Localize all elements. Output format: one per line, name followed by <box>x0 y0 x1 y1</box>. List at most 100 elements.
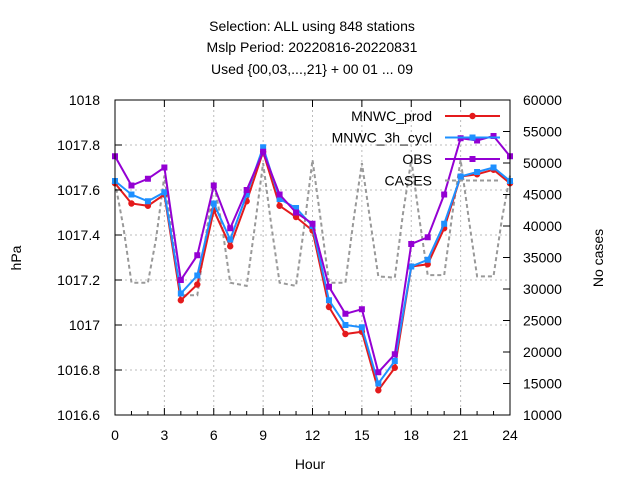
data-point-mnwc-prod <box>391 364 398 371</box>
data-point-obs <box>490 133 497 139</box>
data-point-mnwc-3h-cycl <box>276 196 283 202</box>
x-tick-label: 15 <box>354 427 370 443</box>
y2-tick-label: 50000 <box>523 155 562 171</box>
data-point-obs <box>441 191 448 198</box>
data-point-obs <box>128 182 135 189</box>
data-point-obs <box>309 220 316 227</box>
x-axis-label: Hour <box>295 456 326 472</box>
data-point-mnwc-3h-cycl <box>260 144 267 151</box>
y2-tick-label: 55000 <box>523 124 562 140</box>
x-tick-label: 21 <box>453 427 469 443</box>
legend-marker-mnwc-3h-cycl <box>469 134 476 141</box>
data-point-obs <box>424 234 431 241</box>
y-tick-label: 1017.8 <box>57 137 100 153</box>
x-tick-label: 18 <box>403 427 419 443</box>
x-tick-label: 9 <box>259 427 267 443</box>
axis-ticks: 0 3 6 9 12 15 18 21 24 1016.6 1016.8 1017 1017.2 1017… <box>57 92 562 443</box>
legend-marker-obs <box>469 156 476 162</box>
y2-tick-label: 45000 <box>523 187 562 203</box>
data-point-obs <box>325 283 332 290</box>
data-point-mnwc-prod <box>227 243 234 250</box>
y2-tick-label: 40000 <box>523 218 562 234</box>
data-point-obs <box>358 306 365 313</box>
data-point-mnwc-3h-cycl <box>161 189 168 196</box>
data-point-obs <box>194 252 201 259</box>
data-point-mnwc-prod <box>325 303 333 311</box>
data-point-obs <box>227 225 234 232</box>
data-point-mnwc-3h-cycl <box>177 290 184 297</box>
data-point-mnwc-3h-cycl <box>243 191 250 198</box>
legend: MNWC_prod MNWC_3h_cycl OBS CASES <box>332 108 500 189</box>
legend-label-mnwc-prod: MNWC_prod <box>351 108 432 124</box>
legend-marker-mnwc-prod <box>469 112 476 120</box>
legend-label-obs: OBS <box>402 151 432 167</box>
data-point-obs <box>342 310 349 317</box>
data-point-mnwc-prod <box>375 387 382 394</box>
data-point-obs <box>177 277 184 283</box>
data-point-mnwc-3h-cycl <box>474 169 481 175</box>
data-point-mnwc-3h-cycl <box>293 205 300 211</box>
title-line-1: Selection: ALL using 848 stations <box>209 18 415 34</box>
y-tick-label: 1018 <box>69 92 100 108</box>
data-point-mnwc-prod <box>276 202 283 209</box>
data-point-mnwc-3h-cycl <box>342 322 349 328</box>
data-point-obs <box>144 175 151 182</box>
y-axis-label: hPa <box>8 245 24 270</box>
data-point-obs <box>474 137 481 144</box>
x-tick-label: 0 <box>111 427 119 443</box>
data-point-obs <box>293 209 300 216</box>
y2-axis-label: No cases <box>590 229 606 287</box>
x-tick-label: 24 <box>502 427 518 443</box>
title-line-2: Mslp Period: 20220816-20220831 <box>207 39 418 55</box>
y-tick-label: 1017.6 <box>57 182 100 198</box>
y2-tick-label: 30000 <box>523 281 562 297</box>
data-point-mnwc-prod <box>177 297 185 304</box>
chart-title: Selection: ALL using 848 stations Mslp P… <box>207 18 418 77</box>
y2-tick-label: 35000 <box>523 250 562 266</box>
data-point-mnwc-3h-cycl <box>424 256 431 263</box>
data-point-mnwc-prod <box>128 200 135 207</box>
series-line-cases <box>114 159 511 297</box>
data-point-mnwc-3h-cycl <box>144 198 151 205</box>
y2-tick-label: 20000 <box>523 344 562 360</box>
data-point-obs <box>210 182 217 189</box>
data-point-mnwc-3h-cycl <box>194 272 201 279</box>
title-line-3: Used {00,03,...,21} + 00 01 ... 09 <box>211 61 413 77</box>
y2-tick-label: 15000 <box>523 376 562 392</box>
data-point-obs <box>375 369 382 376</box>
data-point-mnwc-prod <box>342 330 349 338</box>
y-tick-label: 1016.6 <box>57 407 100 423</box>
y2-tick-label: 10000 <box>523 407 562 423</box>
data-point-obs <box>276 191 283 198</box>
legend-label-mnwc-3h-cycl: MNWC_3h_cycl <box>332 130 432 146</box>
data-point-mnwc-3h-cycl <box>441 220 448 227</box>
data-point-mnwc-3h-cycl <box>358 324 365 331</box>
y-tick-label: 1017.4 <box>57 227 100 243</box>
data-point-mnwc-3h-cycl <box>227 236 234 243</box>
y-tick-label: 1017 <box>69 317 100 333</box>
cases-layer <box>114 159 511 297</box>
x-tick-label: 6 <box>210 427 218 443</box>
y-tick-label: 1017.2 <box>57 272 100 288</box>
data-point-mnwc-3h-cycl <box>391 358 398 364</box>
data-point-obs <box>391 351 398 358</box>
y2-tick-label: 25000 <box>523 313 562 329</box>
data-point-mnwc-3h-cycl <box>490 164 497 171</box>
data-point-obs <box>161 164 168 171</box>
series-layer <box>111 133 514 394</box>
x-tick-label: 3 <box>160 427 168 443</box>
data-point-mnwc-3h-cycl <box>457 173 464 180</box>
data-point-obs <box>260 148 267 155</box>
x-tick-label: 12 <box>305 427 321 443</box>
data-point-mnwc-3h-cycl <box>210 200 217 207</box>
data-point-mnwc-3h-cycl <box>408 263 415 270</box>
legend-label-cases: CASES <box>385 173 432 189</box>
data-point-mnwc-prod <box>194 281 201 288</box>
data-point-obs <box>408 241 415 247</box>
data-point-obs <box>243 187 250 193</box>
data-point-mnwc-3h-cycl <box>128 191 135 198</box>
data-point-mnwc-3h-cycl <box>325 297 332 304</box>
data-point-mnwc-3h-cycl <box>375 380 382 387</box>
y-tick-label: 1016.8 <box>57 362 100 378</box>
